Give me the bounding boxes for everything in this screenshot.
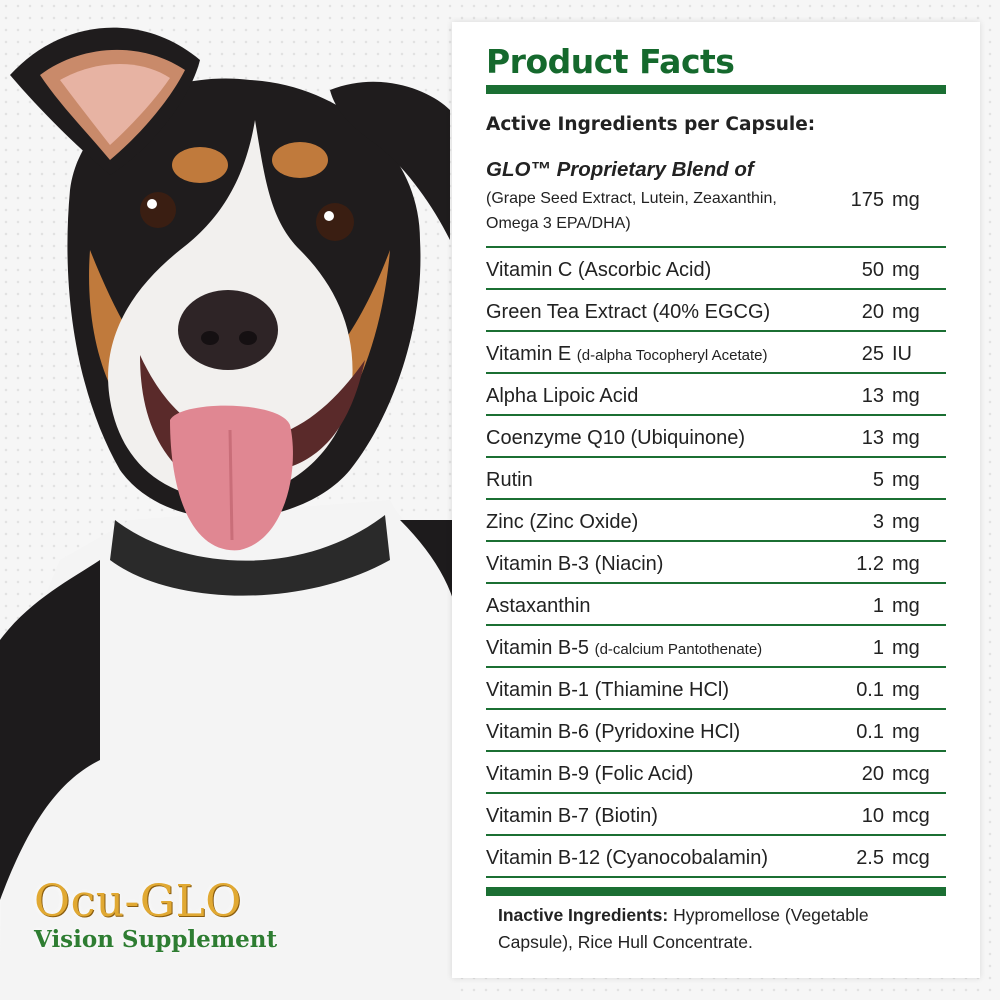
ingredient-label: Vitamin E <box>486 343 577 365</box>
brand-tagline: Vision Supplement <box>34 926 278 953</box>
ingredient-row: Vitamin C (Ascorbic Acid) 50 mg <box>486 248 946 290</box>
ingredient-unit: mg <box>892 511 920 533</box>
ingredient-unit: mg <box>892 553 920 575</box>
ingredient-label: Zinc (Zinc Oxide) <box>486 511 639 533</box>
top-divider <box>486 85 946 94</box>
ingredient-row: Astaxanthin 1 mg <box>486 584 946 626</box>
ingredient-name: Vitamin B-6 (Pyridoxine HCl) <box>486 721 740 744</box>
ingredient-name: Vitamin E (d-alpha Tocopheryl Acetate) <box>486 343 767 366</box>
ingredient-amount: 1.2 <box>856 553 884 575</box>
ingredient-name: Alpha Lipoic Acid <box>486 385 638 408</box>
ingredient-amount: 13 <box>861 385 884 407</box>
ingredient-name: Coenzyme Q10 (Ubiquinone) <box>486 427 745 450</box>
ingredient-note: (d-alpha Tocopheryl Acetate) <box>576 347 768 364</box>
ingredient-row: Zinc (Zinc Oxide) 3 mg <box>486 500 946 542</box>
ingredient-unit: mg <box>892 679 920 701</box>
ingredient-row: Vitamin B-3 (Niacin) 1.2 mg <box>486 542 946 584</box>
ingredient-row: Vitamin B-1 (Thiamine HCl) 0.1 mg <box>486 668 946 710</box>
ingredient-unit: IU <box>892 343 912 365</box>
ingredient-unit: mg <box>892 385 920 407</box>
ingredient-unit: mcg <box>892 847 930 869</box>
ingredient-amount: 1 <box>872 595 884 617</box>
inactive-label: Inactive Ingredients: <box>498 905 669 925</box>
ingredient-amount: 20 <box>861 301 884 323</box>
blend-unit: mg <box>892 189 920 211</box>
ingredient-amount: 10 <box>861 805 884 827</box>
brand-name: Ocu-GLO <box>34 876 242 927</box>
ingredient-label: Vitamin B-7 (Biotin) <box>486 805 658 827</box>
ingredient-unit: mg <box>892 301 920 323</box>
ingredient-note: (d-calcium Pantothenate) <box>594 641 763 658</box>
ingredient-label: Green Tea Extract (40% EGCG) <box>486 301 771 323</box>
ingredient-label: Vitamin C (Ascorbic Acid) <box>486 259 712 281</box>
ingredient-amount: 20 <box>861 763 884 785</box>
ingredient-name: Vitamin B-9 (Folic Acid) <box>486 763 693 786</box>
ingredient-unit: mcg <box>892 805 930 827</box>
ingredient-amount: 3 <box>872 511 884 533</box>
ingredient-name: Vitamin B-3 (Niacin) <box>486 553 663 576</box>
dog-photo <box>0 27 460 1000</box>
ingredient-name: Vitamin C (Ascorbic Acid) <box>486 259 711 282</box>
ingredient-amount: 13 <box>861 427 884 449</box>
ingredient-row: Vitamin B-5 (d-calcium Pantothenate) 1 mg <box>486 626 946 668</box>
ingredient-amount: 5 <box>872 469 884 491</box>
ingredient-row: Green Tea Extract (40% EGCG) 20 mg <box>486 290 946 332</box>
inactive-text: Hypromellose (Vegetable Capsule), Rice H… <box>498 905 869 952</box>
ingredient-amount: 1 <box>872 637 884 659</box>
ingredient-name: Green Tea Extract (40% EGCG) <box>486 301 770 324</box>
inactive-ingredients: Inactive Ingredients: Hypromellose (Vege… <box>498 902 938 956</box>
blend-components: (Grape Seed Extract, Lutein, Zeaxanthin,… <box>486 190 777 232</box>
brand-logo: Ocu-GLO Vision Supplement <box>34 878 277 954</box>
ingredient-label: Vitamin B-9 (Folic Acid) <box>486 763 694 785</box>
ingredient-label: Astaxanthin <box>486 595 591 617</box>
ingredient-label: Rutin <box>486 469 533 491</box>
ingredient-amount: 2.5 <box>856 847 884 869</box>
ingredient-label: Vitamin B-3 (Niacin) <box>486 553 664 575</box>
ingredient-row: Vitamin B-12 (Cyanocobalamin) 2.5 mcg <box>486 836 946 878</box>
product-facts-panel: Product Facts Active Ingredients per Cap… <box>452 22 980 978</box>
ingredient-name: Rutin <box>486 469 533 492</box>
ingredient-row: Vitamin B-7 (Biotin) 10 mcg <box>486 794 946 836</box>
ingredient-unit: mcg <box>892 763 930 785</box>
panel-title: Product Facts <box>486 42 735 81</box>
ingredient-unit: mg <box>892 469 920 491</box>
ingredient-amount: 0.1 <box>856 679 884 701</box>
ingredient-label: Alpha Lipoic Acid <box>486 385 639 407</box>
blend-name: GLO™ Proprietary Blend of <box>486 158 754 181</box>
ingredients-table: GLO™ Proprietary Blend of (Grape Seed Ex… <box>486 154 946 878</box>
blend-row: GLO™ Proprietary Blend of (Grape Seed Ex… <box>486 154 946 248</box>
ingredient-amount: 50 <box>861 259 884 281</box>
ingredient-unit: mg <box>892 721 920 743</box>
ingredient-name: Astaxanthin <box>486 595 591 618</box>
ingredient-name: Vitamin B-1 (Thiamine HCl) <box>486 679 729 702</box>
blend-amount: 175 <box>850 189 884 211</box>
ingredient-amount: 25 <box>861 343 884 365</box>
ingredient-label: Coenzyme Q10 (Ubiquinone) <box>486 427 746 449</box>
ingredient-unit: mg <box>892 259 920 281</box>
ingredient-amount: 0.1 <box>856 721 884 743</box>
ingredient-row: Coenzyme Q10 (Ubiquinone) 13 mg <box>486 416 946 458</box>
bottom-divider <box>486 887 946 896</box>
ingredient-name: Vitamin B-7 (Biotin) <box>486 805 658 828</box>
active-ingredients-heading: Active Ingredients per Capsule: <box>486 114 816 135</box>
ingredient-row: Vitamin B-6 (Pyridoxine HCl) 0.1 mg <box>486 710 946 752</box>
ingredient-label: Vitamin B-6 (Pyridoxine HCl) <box>486 721 741 743</box>
ingredient-name: Vitamin B-5 (d-calcium Pantothenate) <box>486 637 762 660</box>
ingredient-row: Rutin 5 mg <box>486 458 946 500</box>
ingredient-row: Alpha Lipoic Acid 13 mg <box>486 374 946 416</box>
ingredient-label: Vitamin B-1 (Thiamine HCl) <box>486 679 730 701</box>
ingredient-unit: mg <box>892 427 920 449</box>
ingredient-label: Vitamin B-12 (Cyanocobalamin) <box>486 847 768 869</box>
ingredient-row: Vitamin B-9 (Folic Acid) 20 mcg <box>486 752 946 794</box>
ingredient-name: Vitamin B-12 (Cyanocobalamin) <box>486 847 768 870</box>
ingredient-unit: mg <box>892 595 920 617</box>
ingredient-row: Vitamin E (d-alpha Tocopheryl Acetate) 25… <box>486 332 946 374</box>
ingredient-unit: mg <box>892 637 920 659</box>
ingredient-label: Vitamin B-5 <box>486 637 595 659</box>
ingredient-name: Zinc (Zinc Oxide) <box>486 511 638 534</box>
